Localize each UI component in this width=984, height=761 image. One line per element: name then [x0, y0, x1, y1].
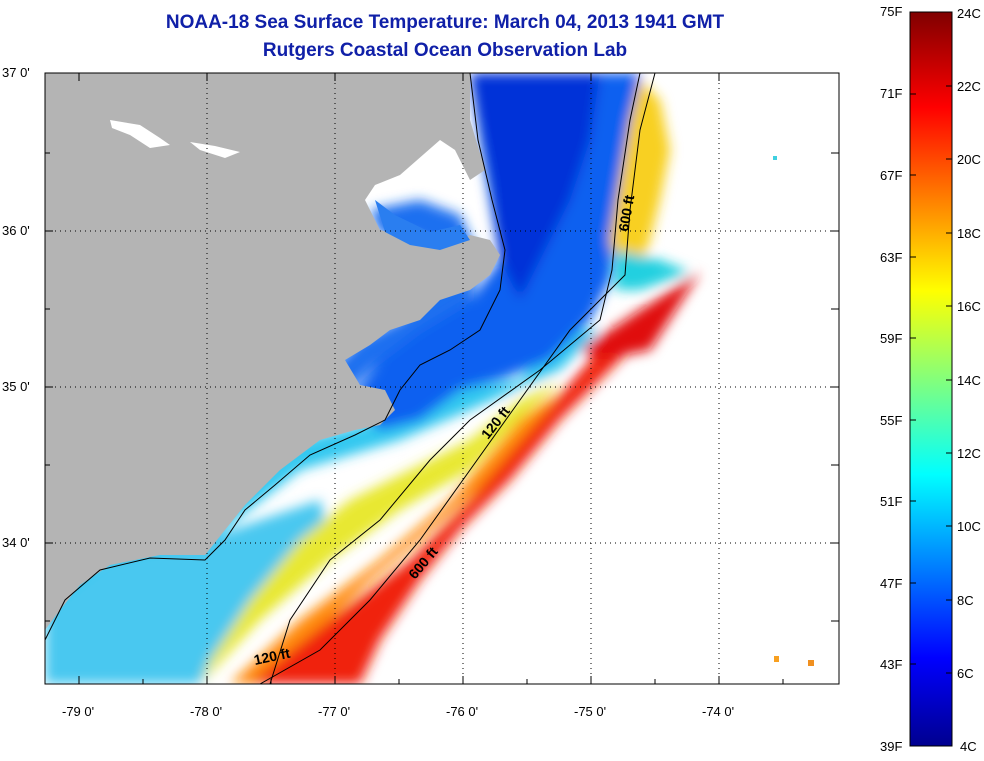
isobath-600ft [259, 73, 656, 684]
lon-label: -78 0' [190, 704, 223, 719]
lat-label: 37 0' [2, 65, 30, 80]
colorbar-c-label: 24C [957, 6, 981, 21]
lon-label: -74 0' [702, 704, 735, 719]
isobath-120ft [269, 73, 641, 684]
colorbar-c-label: 14C [957, 373, 981, 388]
colorbar-c-label: 8C [957, 593, 974, 608]
lon-label: -76 0' [446, 704, 479, 719]
colorbar-f-label: 71F [880, 86, 903, 101]
isobath-label: 120 ft [252, 645, 291, 668]
colorbar-c-label: 18C [957, 226, 981, 241]
lat-label: 35 0' [2, 379, 30, 394]
colorbar-f-label: 67F [880, 168, 903, 183]
colorbar-c-label: 22C [957, 79, 981, 94]
lon-label: -75 0' [574, 704, 607, 719]
colorbar-c-label: 16C [957, 299, 981, 314]
colorbar-f-label: 55F [880, 413, 903, 428]
colorbar-f-label: 75F [880, 4, 903, 19]
colorbar-c-label: 10C [957, 519, 981, 534]
lon-label: -77 0' [318, 704, 351, 719]
colorbar-c-label: 4C [960, 739, 977, 754]
colorbar-f-label: 59F [880, 331, 903, 346]
lat-lon-grid [45, 73, 839, 684]
colorbar-c-label: 20C [957, 152, 981, 167]
lon-label: -79 0' [62, 704, 95, 719]
colorbar-f-label: 51F [880, 494, 903, 509]
map-frame [44, 72, 840, 685]
coastline [45, 73, 506, 641]
colorbar-f-label: 47F [880, 576, 903, 591]
lat-label: 36 0' [2, 223, 30, 238]
map-subtitle: Rutgers Coastal Ocean Observation Lab [262, 40, 628, 61]
colorbar [909, 11, 953, 747]
lat-label: 34 0' [2, 535, 30, 550]
isobath-label: 600 ft [615, 193, 637, 232]
colorbar-c-label: 6C [957, 666, 974, 681]
colorbar-ticks [910, 85, 952, 674]
colorbar-c-label: 12C [957, 446, 981, 461]
land-mass [45, 73, 500, 630]
axis-ticks [45, 72, 839, 684]
colorbar-f-label: 39F [880, 739, 903, 754]
colorbar-f-label: 63F [880, 250, 903, 265]
map-title: NOAA-18 Sea Surface Temperature: March 0… [165, 12, 725, 33]
colorbar-f-label: 43F [880, 657, 903, 672]
